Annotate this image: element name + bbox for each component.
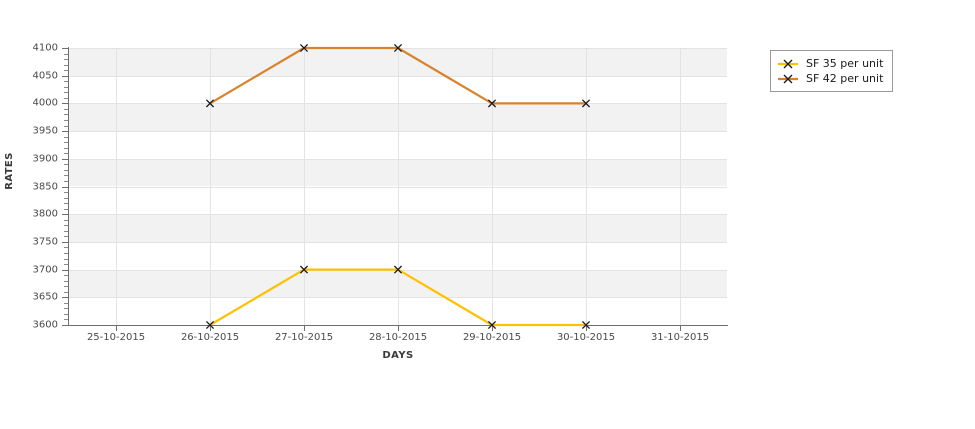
y-tick-minor (64, 125, 68, 127)
y-tick-major (62, 75, 68, 77)
y-tick-minor (64, 230, 68, 232)
legend-item[interactable]: SF 35 per unit (777, 56, 883, 71)
y-tick-minor (64, 280, 68, 282)
y-tick-label: 3600 (32, 319, 58, 331)
x-tick-major (116, 326, 117, 331)
x-tick-major (586, 326, 587, 331)
y-tick-label: 4000 (32, 97, 58, 109)
legend-marker-icon (777, 58, 799, 70)
y-tick-minor (64, 108, 68, 110)
legend-label: SF 35 per unit (806, 56, 884, 70)
x-tick-major (304, 326, 305, 331)
x-tick-label: 28-10-2015 (368, 332, 428, 343)
y-tick-minor (64, 203, 68, 205)
legend: SF 35 per unit SF 42 per unit (770, 50, 894, 92)
gridline-vertical (492, 48, 493, 325)
y-tick-minor (64, 164, 68, 166)
y-tick-label: 3850 (32, 181, 58, 192)
y-tick-minor (64, 136, 68, 138)
y-tick-minor (64, 64, 68, 66)
y-tick-minor (64, 147, 68, 149)
y-tick-minor (64, 92, 68, 94)
legend-item[interactable]: SF 42 per unit (777, 71, 883, 86)
y-tick-minor (64, 175, 68, 177)
y-tick-minor (64, 86, 68, 88)
y-tick-minor (64, 308, 68, 310)
y-tick-label: 3700 (32, 264, 58, 276)
gridline-vertical (680, 48, 681, 325)
y-axis-title: RATES (4, 152, 15, 190)
y-tick-major (62, 48, 68, 49)
y-tick-minor (64, 120, 68, 122)
gridline-vertical (398, 48, 399, 325)
x-tick-label: 29-10-2015 (462, 332, 522, 343)
y-tick-minor (64, 219, 68, 221)
y-tick-major (62, 131, 68, 133)
y-tick-major (62, 214, 68, 216)
gridline-vertical (210, 48, 211, 325)
x-tick-label: 27-10-2015 (274, 332, 334, 343)
y-tick-minor (64, 258, 68, 260)
x-tick-label: 26-10-2015 (180, 332, 240, 343)
y-tick-major (62, 325, 68, 326)
y-tick-minor (64, 252, 68, 254)
y-tick-major (62, 269, 68, 271)
gridline-vertical (116, 48, 117, 325)
y-tick-label: 3650 (32, 291, 58, 303)
y-tick-minor (64, 225, 68, 227)
y-tick-major (62, 158, 68, 160)
legend-label: SF 42 per unit (806, 71, 884, 85)
y-tick-label: 3950 (32, 125, 58, 137)
y-tick-major (62, 186, 68, 188)
legend-marker-icon (777, 73, 799, 85)
x-tick-label: 31-10-2015 (650, 332, 710, 343)
y-tick-minor (64, 197, 68, 199)
y-tick-label: 4100 (32, 42, 58, 54)
y-tick-minor (64, 153, 68, 155)
y-tick-minor (64, 53, 68, 55)
y-tick-minor (64, 208, 68, 210)
plot-area (69, 48, 727, 326)
y-axis-line (68, 47, 69, 326)
y-tick-minor (64, 142, 68, 144)
y-tick-label: 4050 (32, 70, 58, 82)
y-tick-minor (64, 70, 68, 72)
y-tick-major (62, 297, 68, 299)
x-tick-major (680, 326, 681, 331)
y-tick-minor (64, 291, 68, 293)
y-tick-minor (64, 236, 68, 238)
y-tick-minor (64, 169, 68, 171)
y-tick-minor (64, 81, 68, 83)
y-tick-minor (64, 319, 68, 321)
y-tick-minor (64, 59, 68, 61)
x-tick-major (492, 326, 493, 331)
y-tick-label: 3750 (32, 236, 58, 248)
y-tick-minor (64, 247, 68, 249)
y-tick-label: 3800 (32, 208, 58, 220)
x-tick-major (398, 326, 399, 331)
y-tick-minor (64, 180, 68, 182)
x-axis-title: DAYS (382, 350, 414, 361)
gridline-vertical (304, 48, 305, 325)
y-tick-minor (64, 97, 68, 99)
y-tick-minor (64, 286, 68, 288)
x-tick-label: 30-10-2015 (556, 332, 616, 343)
y-tick-minor (64, 192, 68, 194)
y-tick-minor (64, 313, 68, 315)
x-tick-label: 25-10-2015 (86, 332, 146, 343)
y-tick-minor (64, 264, 68, 266)
y-tick-major (62, 241, 68, 243)
x-tick-major (210, 326, 211, 331)
y-tick-minor (64, 275, 68, 277)
y-tick-label: 3900 (32, 153, 58, 165)
y-tick-minor (64, 114, 68, 116)
y-tick-major (62, 103, 68, 105)
gridline-vertical (586, 48, 587, 325)
y-tick-minor (64, 302, 68, 304)
